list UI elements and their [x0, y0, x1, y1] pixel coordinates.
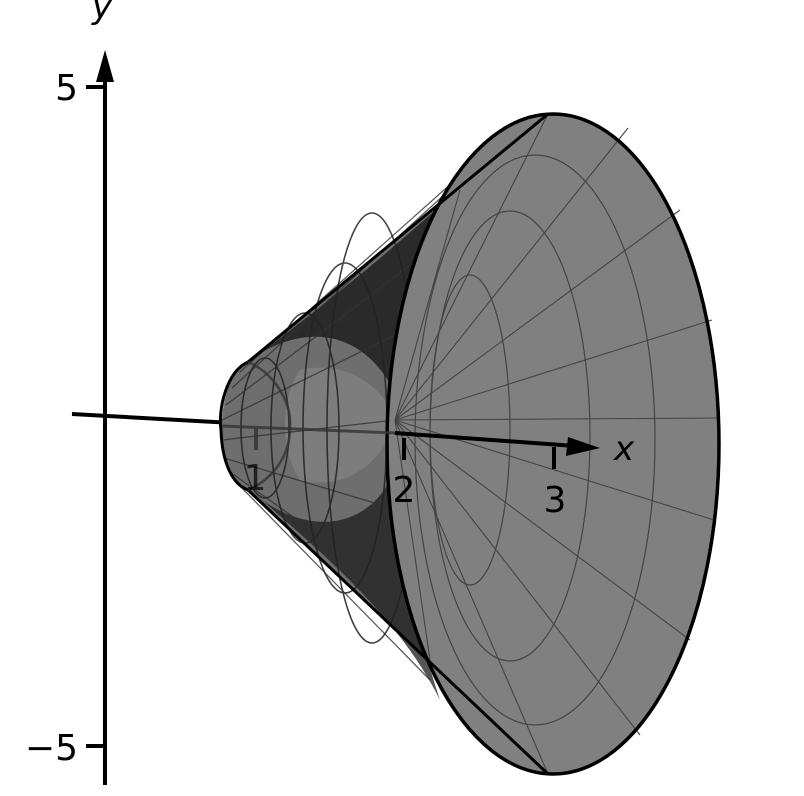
y-tick-label-minus5: −5 — [25, 728, 78, 769]
surface-bottom-edge — [246, 488, 550, 776]
inner-lighter-band — [285, 367, 396, 483]
x-tick-label-1: 1 — [244, 458, 267, 499]
x-axis-label: x — [613, 429, 635, 469]
conical-surface — [218, 112, 721, 776]
y-axis: 5 −5 y — [25, 0, 114, 785]
small-end-outline — [218, 360, 249, 492]
y-axis-arrowhead — [96, 50, 114, 82]
end-cap-outline — [385, 112, 721, 776]
x-axis-front: 1 2 3 x — [221, 424, 635, 521]
x-axis-arrowhead — [566, 437, 600, 456]
surface-top-edge — [247, 112, 549, 364]
x-tick-label-2: 2 — [393, 470, 416, 511]
y-axis-label: y — [91, 0, 113, 27]
y-tick-label-5: 5 — [55, 68, 78, 109]
x-tick-label-3: 3 — [544, 480, 567, 521]
